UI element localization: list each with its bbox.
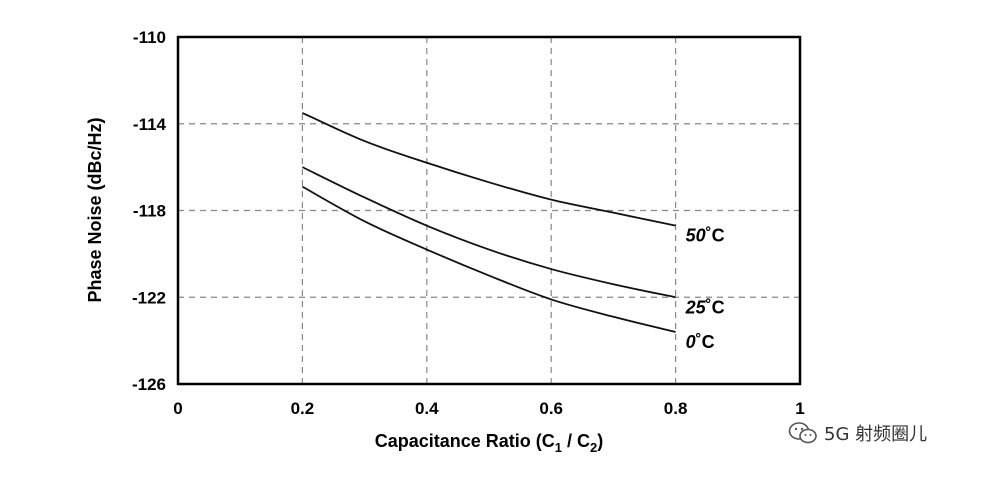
x-axis-title: Capacitance Ratio (C1 / C2) <box>375 431 604 455</box>
x-tick-label: 0.4 <box>415 399 439 418</box>
series-labels: 50˚C 25˚C 0˚C <box>685 226 725 352</box>
series-label-50c: 50˚C <box>686 226 725 246</box>
series-layer <box>301 112 676 333</box>
series-line-50c <box>302 112 676 227</box>
y-tick-label: -118 <box>133 202 166 221</box>
watermark-text: 5G 射频圈儿 <box>824 424 928 445</box>
series-label-0c: 0˚C <box>686 332 715 352</box>
y-tick-label: -114 <box>133 115 167 134</box>
series-label-25c: 25˚C <box>685 297 725 317</box>
y-axis-title: Phase Noise (dBc/Hz) <box>85 117 105 302</box>
x-tick-label: 0.2 <box>291 399 315 418</box>
y-tick-label: -122 <box>132 288 166 307</box>
x-tick-label: 1 <box>795 399 804 418</box>
y-tick-label: -110 <box>133 28 166 47</box>
x-tick-labels: 0 0.2 0.4 0.6 0.8 1 <box>173 399 804 418</box>
grid-lines <box>178 37 800 384</box>
x-tick-label: 0.6 <box>539 399 563 418</box>
x-tick-label: 0.8 <box>664 399 688 418</box>
x-tick-label: 0 <box>173 399 182 418</box>
plot-frame <box>176 35 802 386</box>
y-tick-label: -126 <box>132 375 166 394</box>
series-line-0c <box>301 185 676 333</box>
series-line-25c <box>302 166 676 299</box>
y-tick-labels: -110 -114 -118 -122 -126 <box>132 28 167 394</box>
wechat-icon <box>788 422 817 444</box>
watermark: 5G 射频圈儿 <box>788 420 927 446</box>
